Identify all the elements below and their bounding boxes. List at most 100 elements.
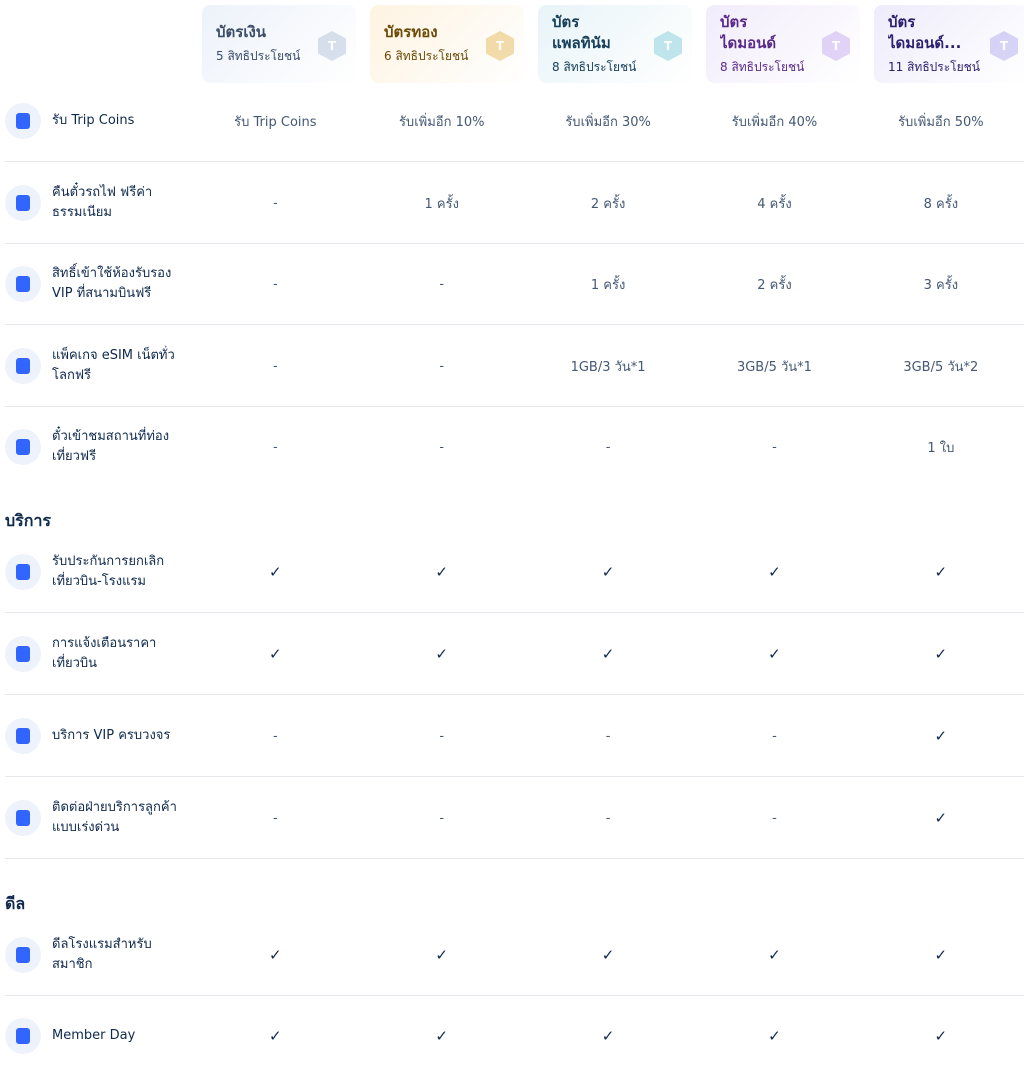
benefit-name: บริการ VIP ครบวงจร: [52, 728, 171, 743]
tier-card[interactable]: บัตรเงิน 5 สิทธิประโยชน์ T: [202, 5, 356, 83]
benefit-value: 2 ครั้ง: [590, 196, 626, 212]
tier-card[interactable]: บัตร แพลทินัม 8 สิทธิประโยชน์ T: [538, 5, 692, 83]
benefit-value: 2 ครั้ง: [757, 277, 792, 293]
train-ticket-icon-glyph: [16, 195, 30, 211]
benefit-name: รับ Trip Coins: [52, 113, 135, 128]
tier-name: บัตร แพลทินัม: [552, 12, 611, 52]
benefit-value: -: [272, 358, 278, 374]
tier-card[interactable]: บัตรทอง 6 สิทธิประโยชน์ T: [370, 5, 524, 83]
benefit-name: สิทธิ์เข้าใช้ห้องรับรอง VIP ที่สนามบินฟร…: [52, 266, 172, 301]
section-title: บริการ: [5, 511, 52, 530]
benefit-label: การแจ้งเตือนราคาเที่ยวบิน: [0, 634, 192, 674]
benefit-value: -: [772, 439, 777, 455]
check-icon: ✓: [934, 809, 948, 827]
lounge-sofa-icon-glyph: [16, 276, 30, 292]
tier-badge-icon: T: [654, 31, 682, 61]
benefit-value: 1 ครั้ง: [590, 277, 626, 293]
benefit-value: รับเพิ่มอีก 50%: [898, 114, 984, 130]
benefit-row: ตั๋วเข้าชมสถานที่ท่องเที่ยวฟรี - - - - 1 ใบ: [0, 406, 1024, 488]
benefit-label: ติดต่อฝ่ายบริการลูกค้าแบบเร่งด่วน: [0, 798, 192, 838]
check-icon: ✓: [435, 645, 448, 663]
cancellation-insurance-icon-glyph: [16, 564, 30, 580]
check-icon: ✓: [269, 946, 282, 964]
tier-cards: บัตรเงิน 5 สิทธิประโยชน์ T บัตรทอง 6 สิทธิปร…: [202, 5, 1024, 83]
tier-name: บัตรเงิน: [216, 23, 267, 41]
benefit-value: 1 ใบ: [927, 440, 955, 456]
check-icon: ✓: [435, 563, 448, 581]
benefit-value: 1 ครั้ง: [424, 196, 459, 212]
price-alert-bell-icon: [5, 636, 41, 672]
benefit-value: 3GB/5 วัน*1: [736, 359, 812, 375]
benefit-value: 4 ครั้ง: [757, 196, 792, 212]
trip-coins-icon: [5, 103, 41, 139]
tier-card[interactable]: บัตร ไดมอนด์... 11 สิทธิประโยชน์ T: [874, 5, 1024, 83]
check-icon: ✓: [269, 1027, 282, 1045]
tier-benefit-count: 6 สิทธิประโยชน์: [384, 49, 469, 63]
benefit-value: -: [272, 276, 278, 292]
check-icon: ✓: [601, 1027, 615, 1045]
tier-name: บัตร ไดมอนด์: [720, 12, 777, 52]
vip-service-icon-glyph: [16, 728, 30, 744]
check-icon: ✓: [601, 563, 615, 581]
benefit-row: สิทธิ์เข้าใช้ห้องรับรอง VIP ที่สนามบินฟร…: [0, 243, 1024, 325]
benefit-value: -: [772, 728, 777, 744]
check-icon: ✓: [768, 1027, 781, 1045]
tier-badge-icon: T: [822, 31, 850, 61]
check-icon: ✓: [435, 946, 448, 964]
benefit-label: รับ Trip Coins: [0, 103, 192, 139]
benefit-name: ตั๋วเข้าชมสถานที่ท่องเที่ยวฟรี: [52, 429, 170, 464]
check-icon: ✓: [934, 1027, 948, 1045]
benefit-value: -: [605, 728, 611, 744]
benefit-label: คืนตั๋วรถไฟ ฟรีค่าธรรมเนียม: [0, 183, 192, 223]
hotel-deal-icon: [5, 937, 41, 973]
benefit-label: Member Day: [0, 1018, 192, 1054]
member-day-icon-glyph: [16, 1028, 30, 1044]
check-icon: ✓: [601, 645, 615, 663]
trip-coins-icon-glyph: [16, 113, 30, 129]
check-icon: ✓: [934, 727, 948, 745]
benefit-value: 3 ครั้ง: [923, 277, 959, 293]
lounge-sofa-icon: [5, 266, 41, 302]
benefit-value: 1GB/3 วัน*1: [570, 359, 646, 375]
benefit-row: ติดต่อฝ่ายบริการลูกค้าแบบเร่งด่วน - - - - ✓: [0, 777, 1024, 859]
benefit-value: 3GB/5 วัน*2: [903, 359, 979, 375]
tier-card[interactable]: บัตร ไดมอนด์ 8 สิทธิประโยชน์ T: [706, 5, 860, 83]
benefit-value: -: [439, 439, 445, 455]
benefit-value: -: [605, 810, 611, 826]
hotel-deal-icon-glyph: [16, 947, 30, 963]
benefit-row: รับ Trip Coins รับ Trip Coins รับเพิ่มอีก …: [0, 80, 1024, 162]
tier-benefit-count: 8 สิทธิประโยชน์: [552, 59, 637, 74]
benefit-value: รับเพิ่มอีก 30%: [565, 114, 651, 130]
benefit-value: 8 ครั้ง: [923, 196, 959, 212]
vip-service-icon: [5, 718, 41, 754]
check-icon: ✓: [768, 563, 781, 581]
benefit-name: ดีลโรงแรมสำหรับสมาชิก: [52, 937, 152, 972]
tier-benefit-count: 5 สิทธิประโยชน์: [216, 49, 301, 63]
tier-name: บัตรทอง: [384, 23, 438, 41]
attraction-ticket-icon: [5, 429, 41, 465]
benefit-label: บริการ VIP ครบวงจร: [0, 718, 192, 754]
check-icon: ✓: [768, 946, 781, 964]
benefit-label: ตั๋วเข้าชมสถานที่ท่องเที่ยวฟรี: [0, 427, 192, 467]
benefit-value: -: [272, 728, 278, 744]
customer-support-headset-icon: [5, 800, 41, 836]
benefit-value: รับเพิ่มอีก 40%: [731, 114, 818, 130]
benefit-value: -: [439, 358, 445, 374]
benefit-name: แพ็คเกจ eSIM เน็ตทั่วโลกฟรี: [52, 348, 175, 383]
check-icon: ✓: [768, 645, 781, 663]
esim-icon-glyph: [16, 358, 30, 374]
check-icon: ✓: [934, 645, 948, 663]
benefit-name: ติดต่อฝ่ายบริการลูกค้าแบบเร่งด่วน: [52, 800, 177, 835]
benefit-name: รับประกันการยกเลิกเที่ยวบิน-โรงแรม: [52, 554, 165, 589]
check-icon: ✓: [934, 946, 948, 964]
benefit-value: -: [272, 195, 278, 211]
benefit-row: รับประกันการยกเลิกเที่ยวบิน-โรงแรม ✓ ✓ ✓ ✓ ✓: [0, 531, 1024, 613]
check-icon: ✓: [934, 563, 948, 581]
benefit-value: รับเพิ่มอีก 10%: [398, 114, 485, 130]
check-icon: ✓: [269, 563, 282, 581]
benefit-label: รับประกันการยกเลิกเที่ยวบิน-โรงแรม: [0, 552, 192, 592]
benefit-row: บริการ VIP ครบวงจร - - - - ✓: [0, 695, 1024, 777]
benefit-name: คืนตั๋วรถไฟ ฟรีค่าธรรมเนียม: [52, 185, 153, 220]
benefit-row: คืนตั๋วรถไฟ ฟรีค่าธรรมเนียม - 1 ครั้ง 2 ครั…: [0, 162, 1024, 244]
benefit-row: Member Day ✓ ✓ ✓ ✓ ✓: [0, 995, 1024, 1077]
